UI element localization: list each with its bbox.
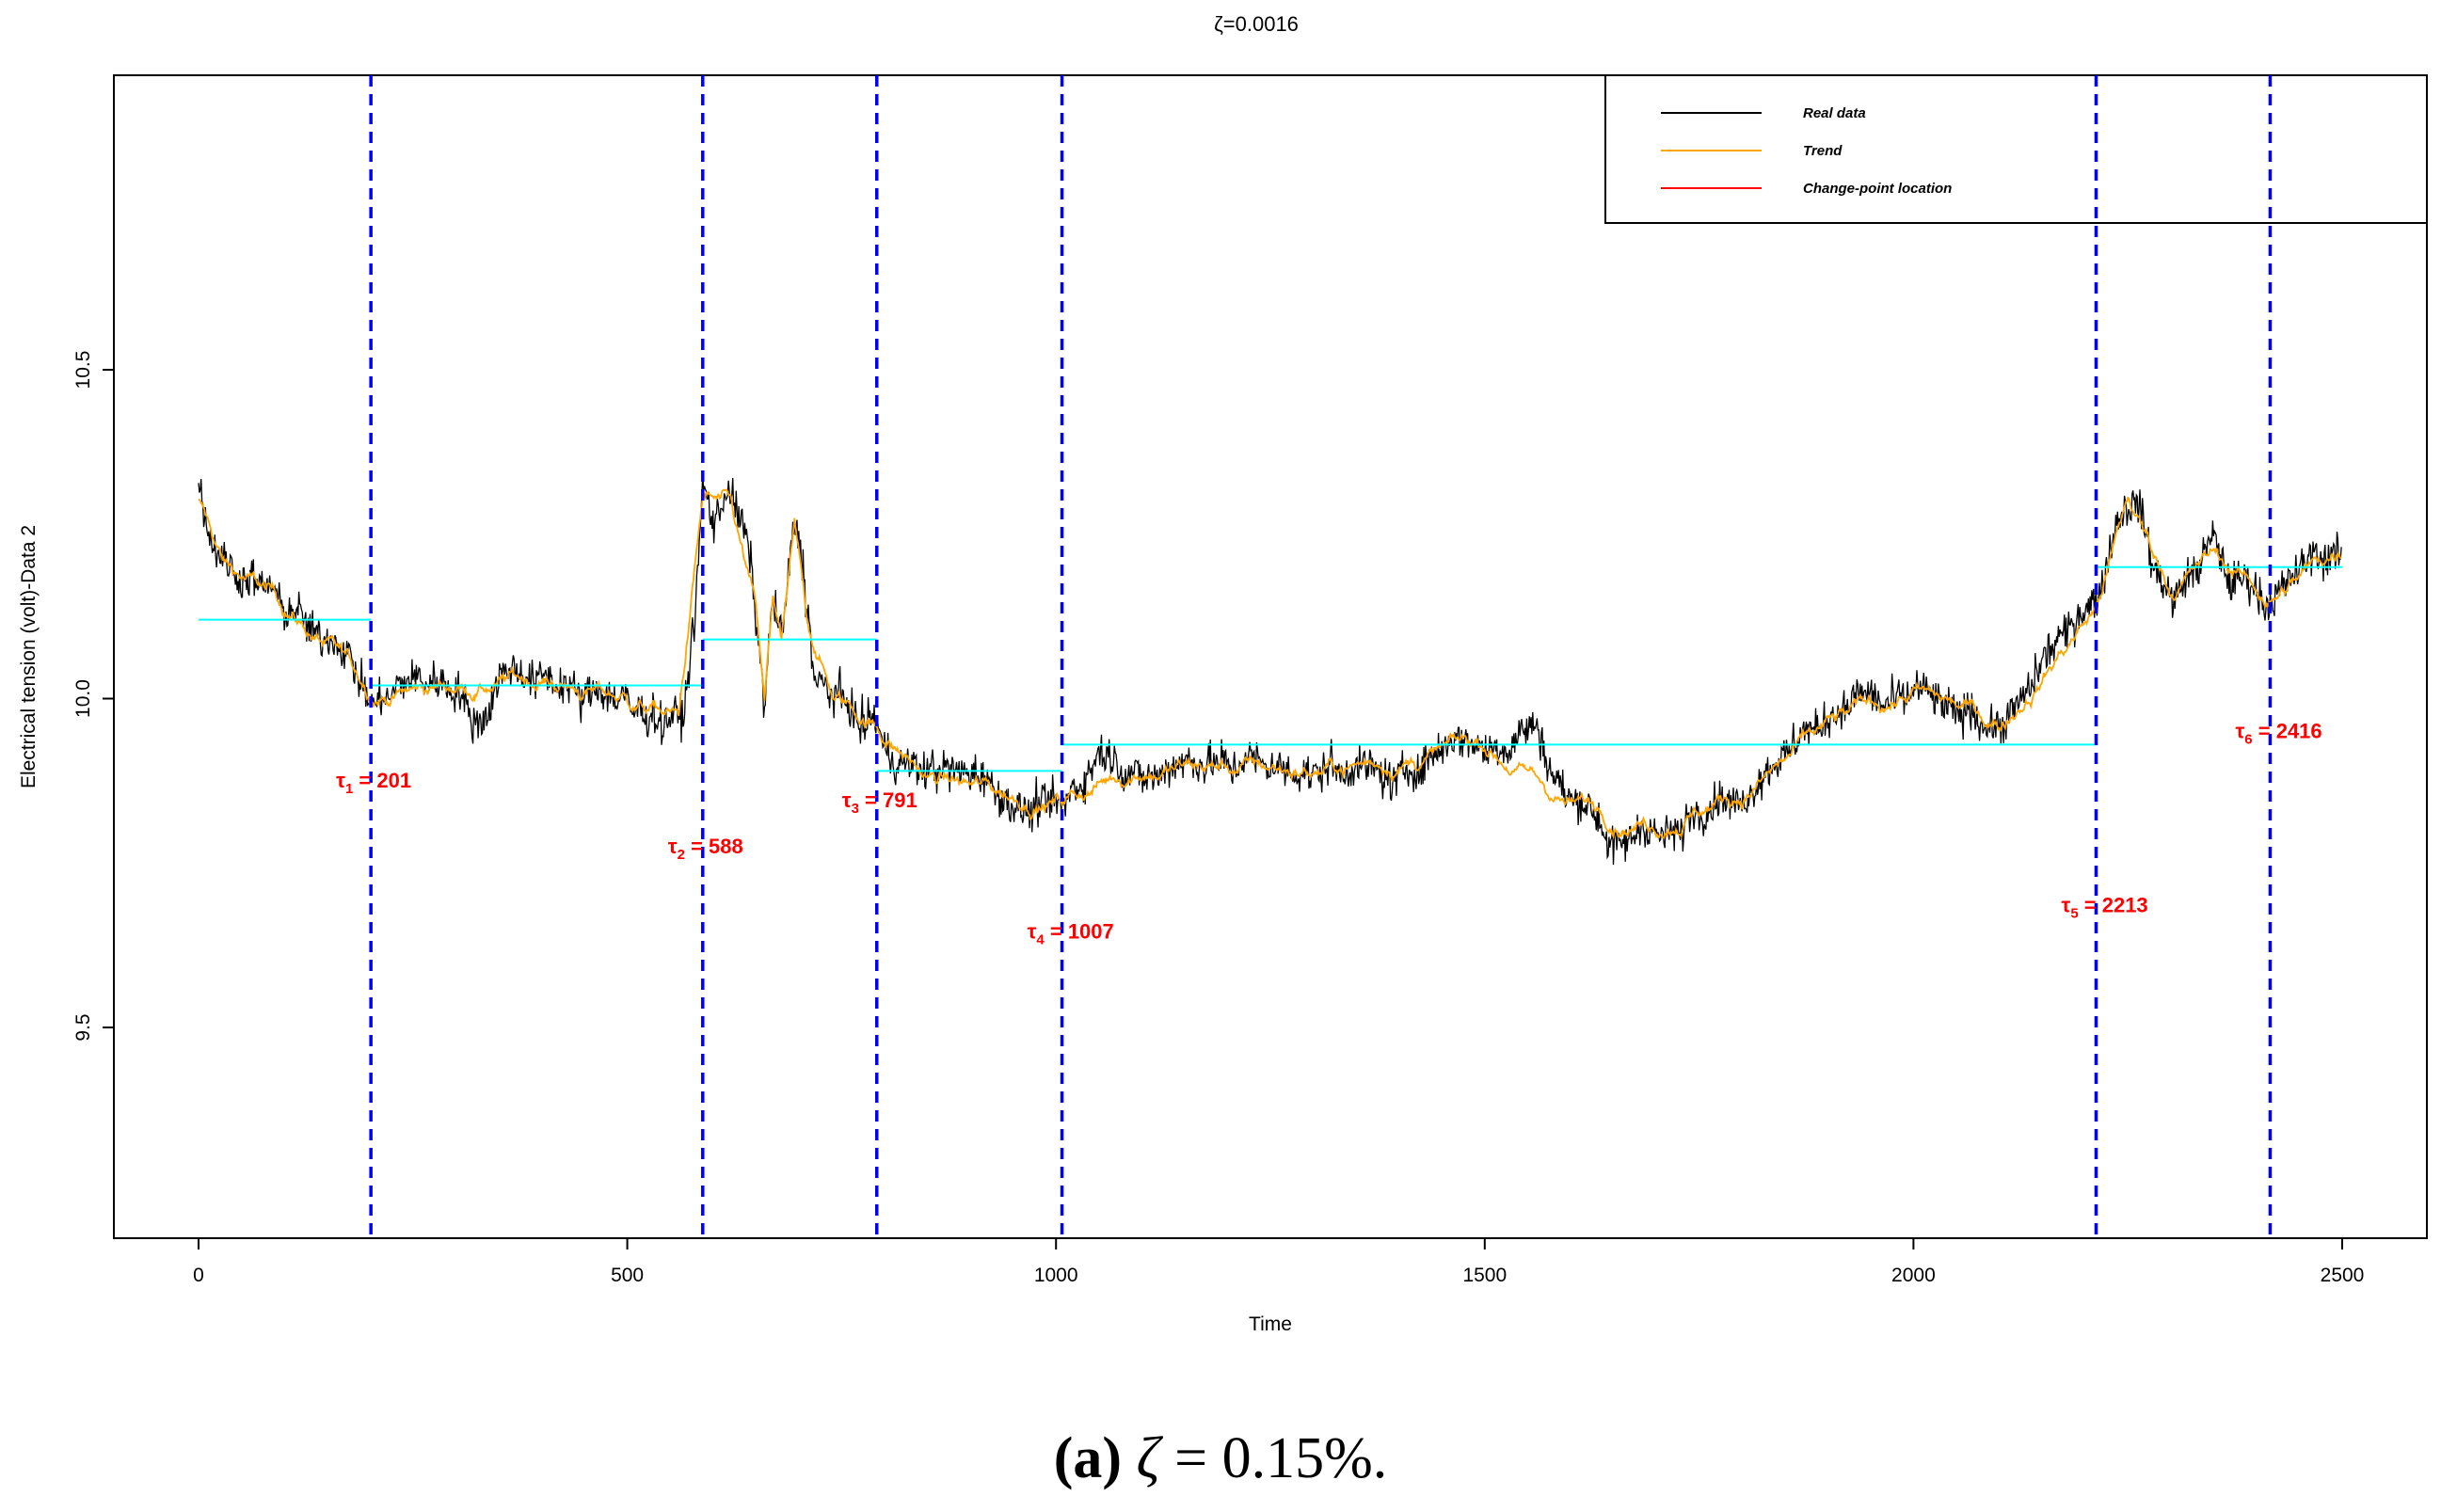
x-axis-label: Time	[1249, 1313, 1292, 1335]
caption-text: = 0.15%.	[1159, 1426, 1388, 1490]
legend-label-3: Change-point location	[1803, 181, 1952, 197]
plot-area	[198, 472, 2342, 866]
caption-zeta: ζ	[1136, 1426, 1160, 1490]
change-point-label-6: τ6 = 2416	[2235, 719, 2321, 747]
x-tick-label: 0	[193, 1265, 204, 1286]
x-axis: 0 500 1000 1500 2000 2500	[193, 1237, 2365, 1286]
y-tick-label: 10.5	[72, 351, 94, 390]
caption-label: (a)	[1053, 1426, 1123, 1490]
change-point-label-3: τ3 = 791	[842, 788, 917, 817]
legend-box	[1604, 74, 2428, 224]
x-tick-label: 2500	[2321, 1265, 2365, 1286]
legend-label-2: Trend	[1803, 143, 1843, 159]
change-point-label-5: τ5 = 2213	[2061, 894, 2147, 922]
trend-series-line	[198, 488, 2342, 840]
plot-content	[198, 472, 2342, 866]
x-tick-label: 1500	[1462, 1265, 1507, 1286]
figure-caption: (a) ζ = 0.15%.	[0, 1425, 2441, 1492]
y-axis: 9.5 10.0 10.5	[72, 351, 114, 1042]
y-tick-label: 9.5	[72, 1013, 94, 1041]
legend: Real data Trend Change-point location	[1604, 74, 2428, 224]
real-data-series-line	[198, 472, 2342, 866]
x-tick-label: 1000	[1034, 1265, 1078, 1286]
change-point-label-4: τ4 = 1007	[1028, 920, 1114, 948]
legend-label-1: Real data	[1803, 105, 1866, 121]
chart-title: ζ=0.0016	[1214, 12, 1299, 36]
x-tick-label: 500	[611, 1265, 644, 1286]
change-point-label-2: τ2 = 588	[668, 835, 743, 863]
y-axis-label: Electrical tension (volt)-Data 2	[18, 525, 40, 788]
y-tick-label: 10.0	[72, 679, 94, 718]
chart: ζ=0.0016 0 500 1000 1500 2000 2500 9.5 10.0 10.…	[18, 12, 2428, 1335]
plot-frame	[113, 74, 2428, 1239]
x-tick-label: 2000	[1891, 1265, 1936, 1286]
change-point-label-1: τ1 = 201	[336, 769, 411, 797]
